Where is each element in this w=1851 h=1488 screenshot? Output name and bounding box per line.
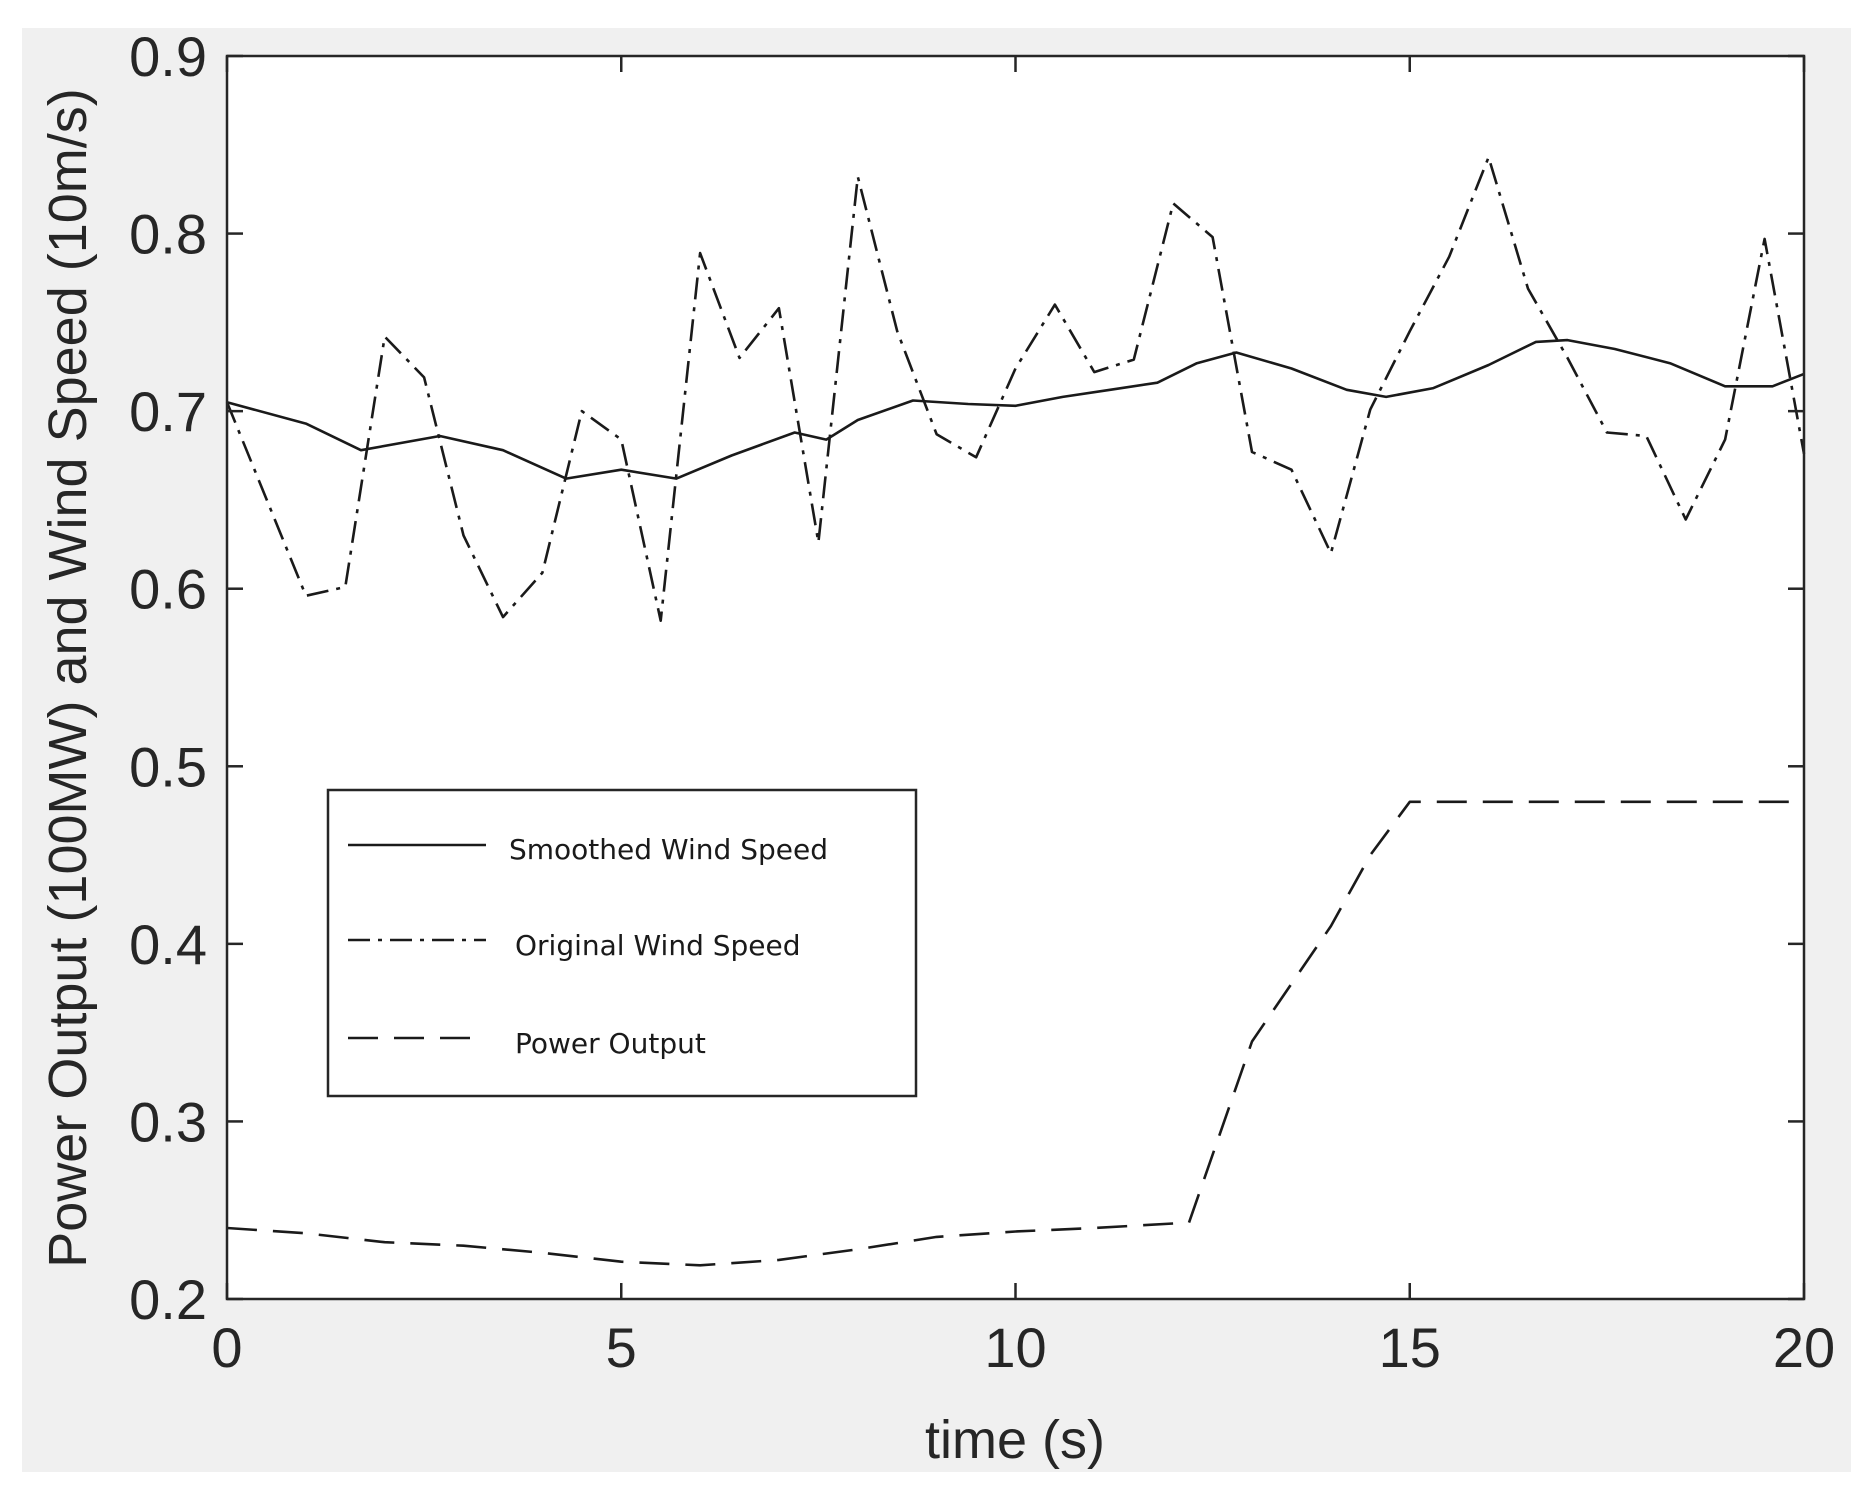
- y-tick-label: 0.5: [129, 735, 207, 798]
- x-tick-label: 15: [1379, 1316, 1441, 1379]
- legend-label-smoothed-wind-speed: Smoothed Wind Speed: [509, 833, 828, 866]
- x-axis-ticks: 0 5 10 15 20: [211, 56, 1835, 1379]
- y-tick-label: 0.9: [129, 25, 207, 88]
- legend-label-original-wind-speed: Original Wind Speed: [515, 929, 801, 962]
- legend-label-power-output: Power Output: [515, 1027, 706, 1060]
- y-tick-label: 0.3: [129, 1090, 207, 1153]
- series-line-original-wind-speed: [225, 155, 1806, 623]
- y-axis-title: Power Output (100MW) and Wind Speed (10m…: [38, 88, 98, 1267]
- y-tick-label: 0.7: [129, 380, 207, 443]
- y-tick-label: 0.8: [129, 203, 207, 266]
- y-axis-ticks: 0.2 0.3 0.4 0.5 0.6 0.7 0.8 0.9: [129, 25, 1804, 1331]
- y-tick-label: 0.6: [129, 558, 207, 621]
- y-tick-label: 0.2: [129, 1268, 207, 1331]
- x-axis-title: time (s): [925, 1410, 1105, 1470]
- plot-area: [227, 56, 1804, 1299]
- series-line-smoothed-wind-speed: [226, 338, 1805, 480]
- x-tick-label: 5: [606, 1316, 637, 1379]
- legend-box: [326, 788, 918, 1098]
- x-tick-label: 0: [211, 1316, 242, 1379]
- x-tick-label: 10: [984, 1316, 1046, 1379]
- x-tick-label: 20: [1773, 1316, 1835, 1379]
- legend: Smoothed Wind Speed Original Wind Speed …: [326, 788, 918, 1098]
- series-line-power-output: [226, 800, 1804, 1267]
- series-layer: [225, 155, 1806, 1267]
- y-tick-label: 0.4: [129, 913, 207, 976]
